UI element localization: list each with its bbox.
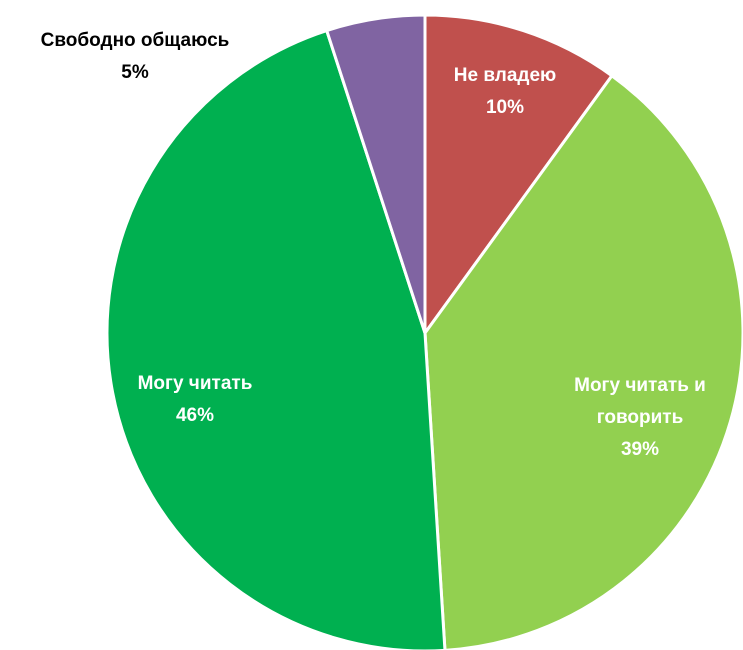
pie-slice [423, 73, 743, 650]
slice-label: Свободно общаюсь 5% [5, 25, 265, 89]
slice-label: Могу читать 46% [95, 368, 295, 432]
value-label: 46% [175, 405, 215, 426]
category-label: Могу читать [137, 373, 253, 394]
slice-label: Не владею 10% [405, 60, 605, 124]
pie-slice [423, 13, 615, 338]
category-label: Могу читать и говорить [574, 375, 706, 428]
value-label: 39% [620, 439, 660, 460]
value-label: 10% [485, 97, 525, 118]
value-label: 5% [121, 62, 149, 83]
category-label: Свободно общаюсь [40, 30, 230, 51]
pie-slice [105, 28, 447, 650]
category-label: Не владею [453, 65, 557, 86]
slice-label: Могу читать и говорить 39% [540, 370, 740, 466]
pie-slice [324, 13, 427, 334]
